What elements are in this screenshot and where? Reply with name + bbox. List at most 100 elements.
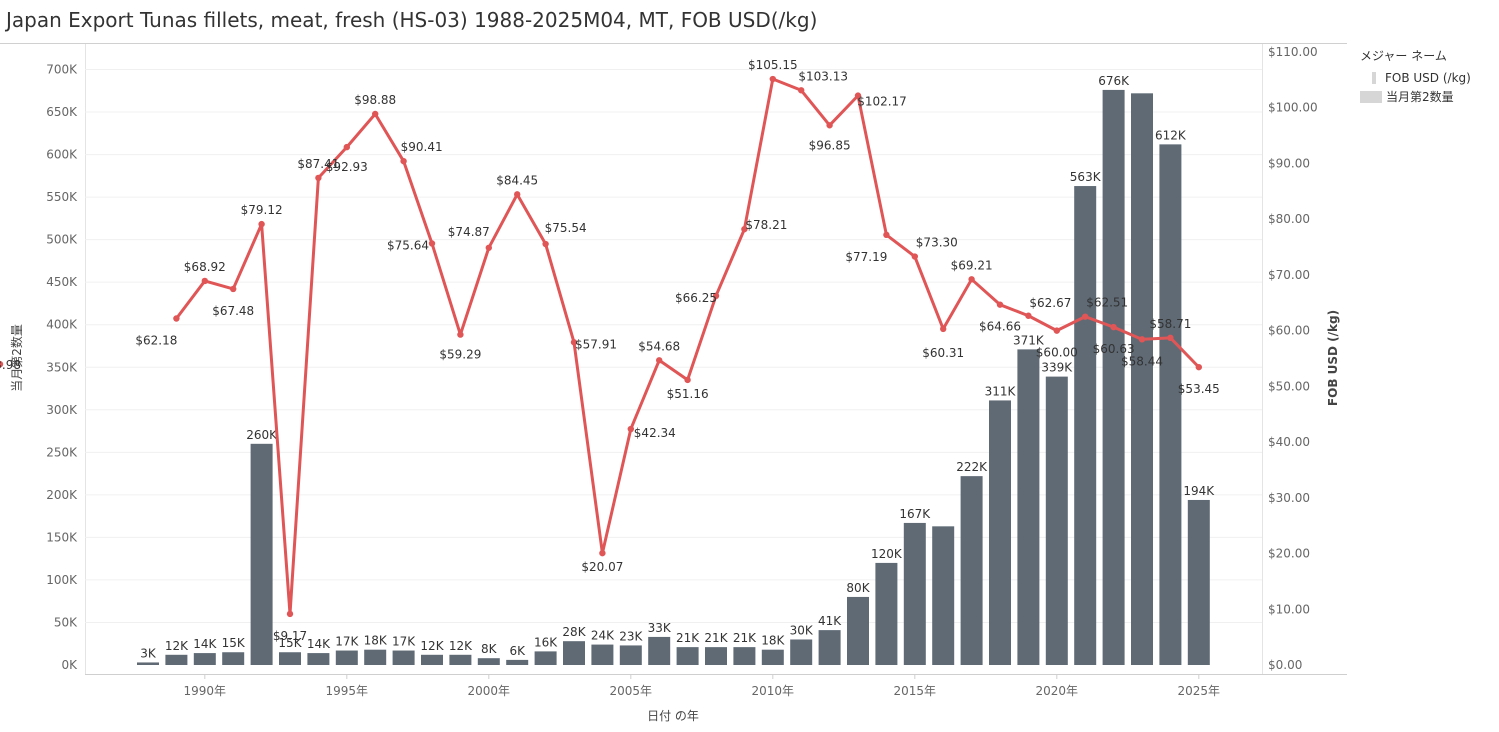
bar [449,654,472,665]
price-point [798,87,805,94]
price-label: $69.21 [951,258,993,272]
bar-label: 339K [1041,361,1073,375]
bar [960,476,983,665]
x-tick-label: 1995年 [326,684,369,698]
price-point [315,174,322,182]
bar [847,596,869,665]
bar [1102,89,1125,666]
bar [193,653,216,665]
y-left-tick-label: 450K [46,275,78,289]
bar [421,654,443,665]
legend-item-fob[interactable]: FOB USD (/kg) [1360,68,1471,87]
bar [250,443,273,665]
bar [279,652,301,665]
y-left-tick-label: 50K [54,615,78,629]
price-point [854,92,862,99]
price-point [911,253,918,260]
y-right-tick-label: $10.00 [1268,602,1310,616]
price-label: $87.41 [297,157,339,171]
bar [307,653,330,665]
price-label: $60.31 [922,346,964,360]
y-left-tick-label: 500K [46,233,78,247]
bar [903,522,926,665]
bar [477,658,500,665]
bar [392,650,415,665]
price-label: $58.71 [1149,317,1191,331]
bar-label: 311K [985,384,1017,398]
bar-label: 6K [509,644,526,658]
x-axis-title: 日付 の年 [647,709,699,723]
price-label: $96.85 [809,138,851,152]
price-label: $60.00 [1036,346,1078,360]
y-right-tick-label: $100.00 [1268,101,1318,115]
price-point [656,357,663,364]
y-left-tick-label: 0K [61,658,78,672]
price-label: $78.21 [745,218,787,232]
price-label: $51.16 [667,387,709,401]
bar-label: 612K [1155,128,1187,142]
bar [137,662,159,665]
price-point [1110,323,1117,331]
x-tick-label: 2000年 [468,684,511,698]
price-point [485,244,492,251]
bar [563,641,585,665]
price-label: $58.44 [1121,354,1163,368]
price-label: $60.63 [1093,342,1135,356]
bar-label: 23K [619,629,643,643]
bar [932,526,955,665]
price-point [1138,336,1146,343]
bar-label: 194K [1183,484,1215,498]
price-point [428,240,436,247]
bar-label: 21K [704,631,728,645]
legend-title: メジャー ネーム [1360,49,1447,63]
price-point [684,376,691,384]
bar-label: 3K [140,646,157,660]
price-point [741,225,748,233]
bar [364,649,387,665]
price-label: $59.29 [439,348,481,362]
price-label: $84.45 [496,173,538,187]
bar-label: 21K [733,631,757,645]
bar [1045,376,1068,665]
y-left-tick-label: 350K [46,360,78,374]
bar [591,644,614,665]
price-label: $74.87 [448,225,490,239]
bar [1017,349,1040,665]
y-right-tick-label: $50.00 [1268,379,1310,393]
bar [790,639,813,665]
price-label: $103.13 [798,69,848,83]
y-left-tick-label: 250K [46,445,78,459]
y-left-tick-label: 600K [46,148,78,162]
price-point [201,277,208,285]
y-right-axis-title: FOB USD (/kg) [1326,310,1340,406]
bar [619,645,642,665]
price-label: $77.19 [845,250,887,264]
y-right-tick-label: $40.00 [1268,435,1310,449]
price-point [230,285,237,293]
chart-title: Japan Export Tunas fillets, meat, fresh … [6,8,818,32]
price-point [712,292,720,300]
bar [875,562,898,665]
price-label: $102.17 [857,95,907,109]
price-label: $68.92 [184,260,226,274]
price-point [1195,363,1203,371]
bar-label: 120K [871,547,903,561]
legend-item-quantity[interactable]: 当月第2数量 [1360,87,1471,106]
price-label: $53.45 [1178,382,1220,396]
price-point [0,360,4,368]
price-label: $79.12 [241,203,283,217]
bar [335,650,358,665]
y-left-tick-label: 700K [46,63,78,77]
price-point [940,325,947,333]
price-point [599,549,606,557]
bar-label: 167K [899,507,931,521]
x-tick-label: 2020年 [1036,684,1079,698]
price-label: $62.67 [1029,296,1071,310]
bar [1187,499,1210,665]
bar-label: 676K [1098,74,1130,88]
price-label: $42.34 [634,426,676,440]
bar-label: 260K [246,428,278,442]
y-left-tick-label: 550K [46,190,78,204]
bar-label: 33K [648,621,672,635]
